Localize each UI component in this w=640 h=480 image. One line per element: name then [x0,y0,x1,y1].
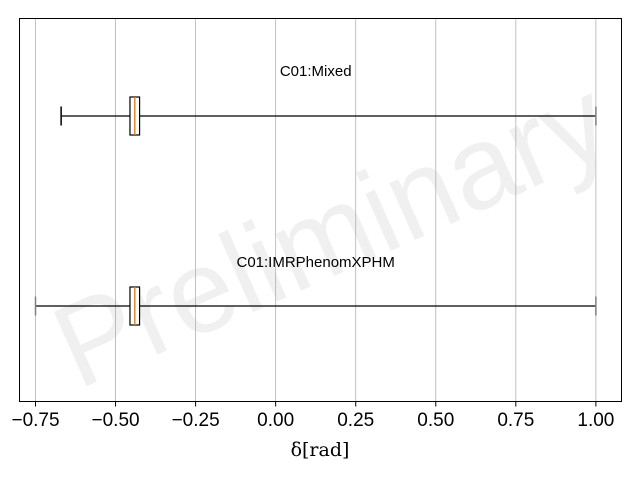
watermark-text: Preliminary [35,53,628,414]
x-tick-label: −0.25 [172,410,220,431]
box-series-item: C01:Mixed [60,63,597,136]
box-series-item: C01:IMRPhenomXPHM [34,254,597,326]
x-axis-label: δ[rad] [291,439,350,461]
plot-frame [19,18,622,402]
x-tick-label: −0.75 [11,410,59,431]
grid-lines [35,18,597,402]
x-tick-label: 1.00 [577,410,614,431]
box-series: C01:Mixed C01:IMRPhenomXPHM [34,63,597,326]
x-tick-label: −0.50 [92,410,140,431]
x-tick-label: 0.00 [257,410,294,431]
series-label: C01:Mixed [280,63,352,80]
x-axis-ticks: −0.75 −0.50 −0.25 0.00 0.25 0.50 0.75 1.00 [11,401,614,431]
x-tick-label: 0.75 [497,410,534,431]
x-tick-label: 0.25 [337,410,374,431]
x-tick-label: 0.50 [417,410,454,431]
series-label: C01:IMRPhenomXPHM [237,254,395,271]
